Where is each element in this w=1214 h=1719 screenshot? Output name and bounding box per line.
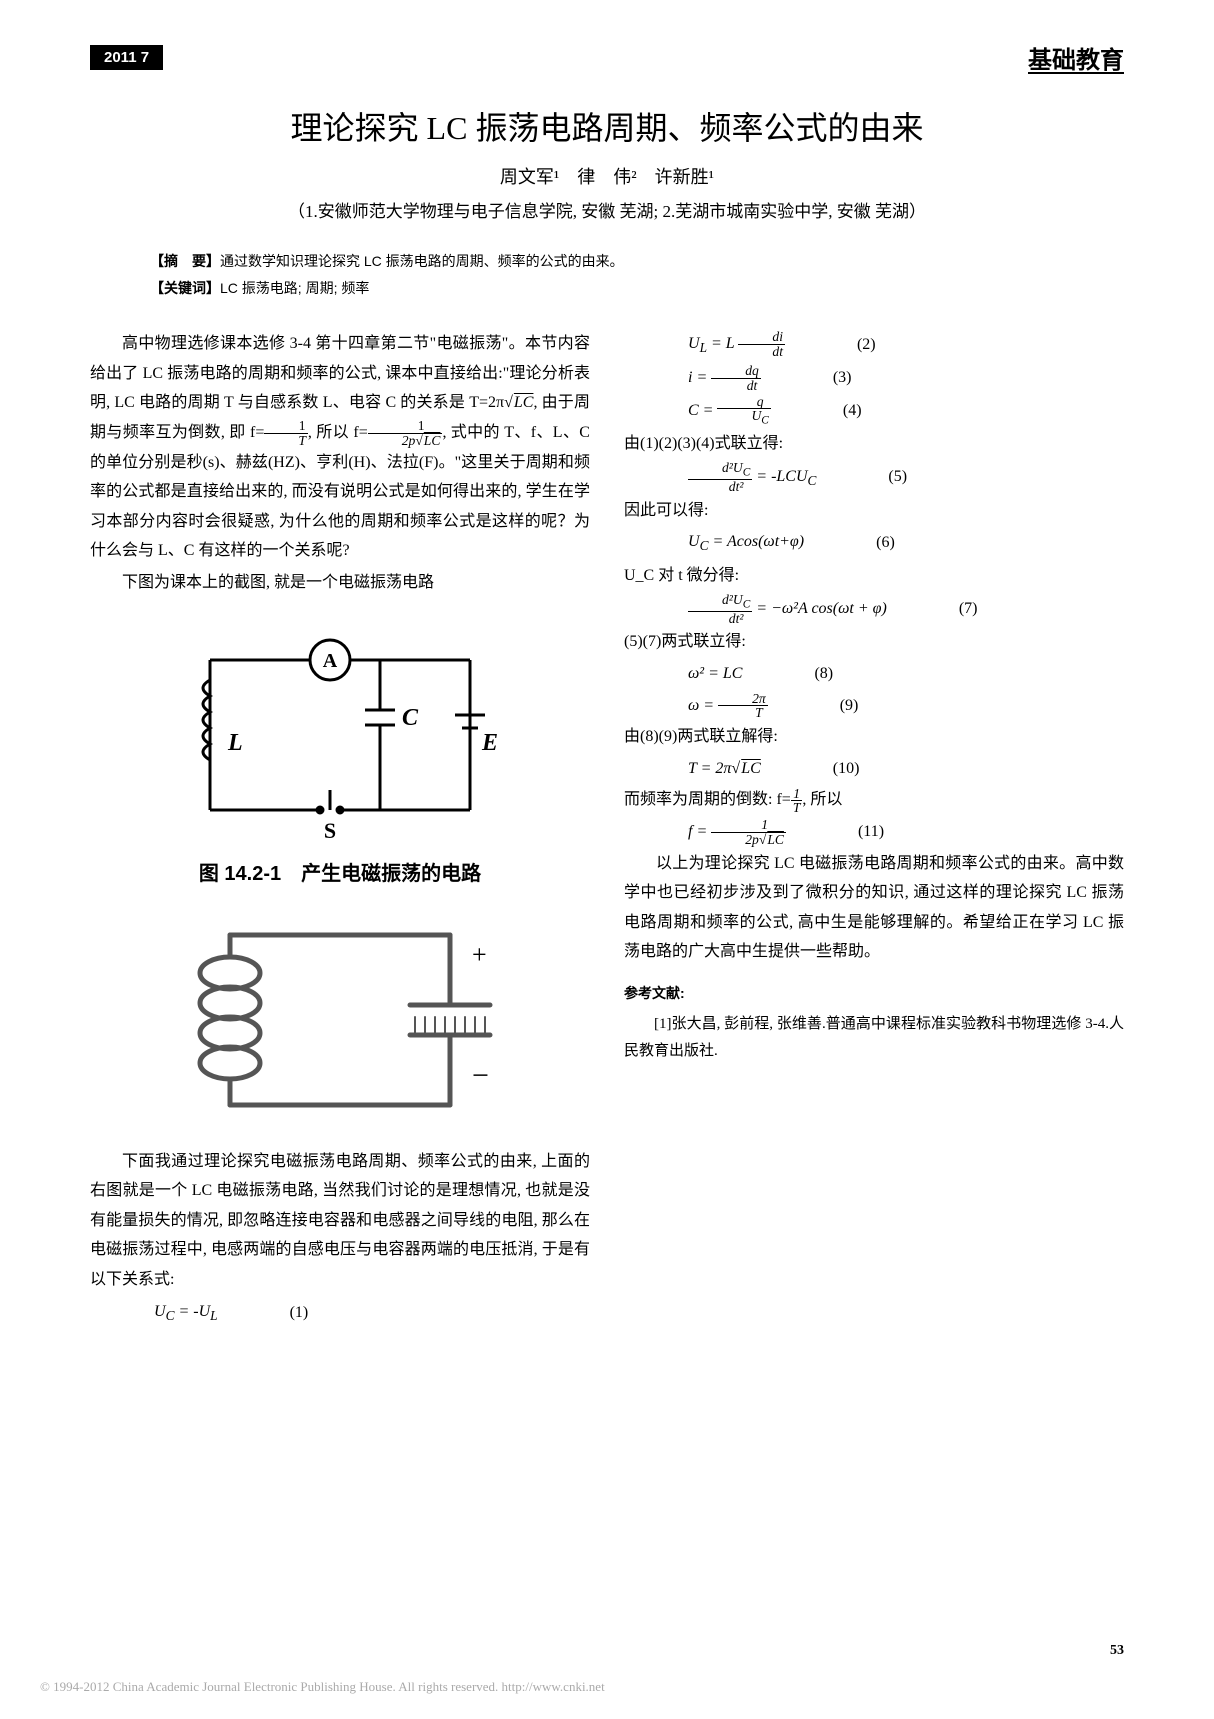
- equation-6: UC = Acos(ωt+φ) (6): [624, 527, 1124, 559]
- copyright-footer: © 1994-2012 China Academic Journal Elect…: [40, 1679, 605, 1695]
- plus-sign: +: [472, 940, 487, 969]
- equation-4: C = qUC (4): [624, 395, 1124, 428]
- keywords-label: 【关键词】: [150, 280, 220, 296]
- line-c: U_C 对 t 微分得:: [624, 561, 1124, 591]
- eq1-num: (1): [218, 1298, 309, 1328]
- eq2-num: (2): [785, 330, 876, 360]
- paper-title: 理论探究 LC 振荡电路周期、频率公式的由来: [90, 103, 1124, 149]
- equation-9: ω = 2πT (9): [624, 691, 1124, 721]
- line-d: (5)(7)两式联立得:: [624, 627, 1124, 657]
- line-b: 因此可以得:: [624, 496, 1124, 526]
- line-f: 而频率为周期的倒数: f=1T, 所以: [624, 785, 1124, 815]
- equation-7: d²UCdt² = −ω²A cos(ωt + φ) (7): [624, 593, 1124, 626]
- eq9-num: (9): [768, 691, 859, 721]
- line-e: 由(8)(9)两式联立解得:: [624, 722, 1124, 752]
- equation-1: UC = -UL (1): [90, 1297, 590, 1329]
- intro-paragraph: 高中物理选修课本选修 3-4 第十四章第二节"电磁振荡"。本节内容给出了 LC …: [90, 329, 590, 566]
- references-heading: 参考文献:: [624, 981, 1124, 1007]
- section-name: 基础教育: [1028, 40, 1124, 75]
- reference-1: [1]张大昌, 彭前程, 张维善.普通高中课程标准实验教科书物理选修 3-4.人…: [624, 1011, 1124, 1065]
- keywords-text: LC 振荡电路; 周期; 频率: [220, 280, 369, 296]
- line-f-text: 而频率为周期的倒数: f=: [624, 791, 791, 808]
- inductor-label: L: [227, 730, 243, 756]
- right-column: UL = L didt (2) i = dqdt (3) C = qUC (4)…: [624, 329, 1124, 1330]
- battery-label: E: [481, 730, 498, 756]
- equation-5: d²UCdt² = -LCUC (5): [624, 461, 1124, 494]
- abstract-label: 【摘 要】: [150, 253, 220, 269]
- header-bar: 2011 7 基础教育: [90, 40, 1124, 75]
- two-column-body: 高中物理选修课本选修 3-4 第十四章第二节"电磁振荡"。本节内容给出了 LC …: [90, 329, 1124, 1330]
- figure-1-caption: 图 14.2-1 产生电磁振荡的电路: [90, 856, 590, 893]
- eq11-num: (11): [786, 817, 884, 847]
- issue-badge: 2011 7: [90, 45, 163, 70]
- authors: 周文军¹ 律 伟² 许新胜¹: [90, 163, 1124, 189]
- eq6-num: (6): [804, 528, 895, 558]
- eq3-num: (3): [761, 363, 852, 393]
- derivation-intro: 下面我通过理论探究电磁振荡电路周期、频率公式的由来, 上面的右图就是一个 LC …: [90, 1147, 590, 1295]
- line-a: 由(1)(2)(3)(4)式联立得:: [624, 429, 1124, 459]
- left-column: 高中物理选修课本选修 3-4 第十四章第二节"电磁振荡"。本节内容给出了 LC …: [90, 329, 590, 1330]
- p1c: , 所以 f=: [308, 424, 368, 441]
- switch-label: S: [324, 818, 336, 843]
- figure-circuit-2: + −: [90, 905, 590, 1135]
- page-number: 53: [1110, 1643, 1124, 1659]
- abstract-block: 【摘 要】通过数学知识理论探究 LC 振荡电路的周期、频率的公式的由来。 【关键…: [150, 248, 1094, 301]
- circuit-diagram-1: A L C E S: [170, 610, 510, 850]
- figure-circuit-1: A L C E S 图 14.2-1 产生电磁振荡的电路: [90, 610, 590, 893]
- fig-intro: 下图为课本上的截图, 就是一个电磁振荡电路: [90, 568, 590, 598]
- equation-10: T = 2π√LC (10): [624, 754, 1124, 784]
- circuit-diagram-2: + −: [170, 905, 510, 1135]
- equation-8: ω² = LC (8): [624, 659, 1124, 689]
- eq4-num: (4): [771, 396, 862, 426]
- p1d: , 式中的 T、f、L、C 的单位分别是秒(s)、赫兹(HZ)、亨利(H)、法拉…: [90, 424, 590, 559]
- eq5-num: (5): [816, 462, 907, 492]
- affiliations: （1.安徽师范大学物理与电子信息学院, 安徽 芜湖; 2.芜湖市城南实验中学, …: [90, 197, 1124, 222]
- ammeter-label: A: [323, 650, 338, 672]
- equation-2: UL = L didt (2): [624, 329, 1124, 361]
- eq7-num: (7): [887, 594, 978, 624]
- minus-sign: −: [472, 1059, 489, 1092]
- conclusion-paragraph: 以上为理论探究 LC 电磁振荡电路周期和频率公式的由来。高中数学中也已经初步涉及…: [624, 849, 1124, 967]
- equation-3: i = dqdt (3): [624, 363, 1124, 393]
- eq8-num: (8): [742, 659, 833, 689]
- line-f2-text: , 所以: [802, 791, 842, 808]
- abstract-text: 通过数学知识理论探究 LC 振荡电路的周期、频率的公式的由来。: [220, 253, 624, 269]
- capacitor-label: C: [402, 705, 419, 731]
- eq10-num: (10): [761, 754, 860, 784]
- equation-11: f = 12p√LC (11): [624, 817, 1124, 847]
